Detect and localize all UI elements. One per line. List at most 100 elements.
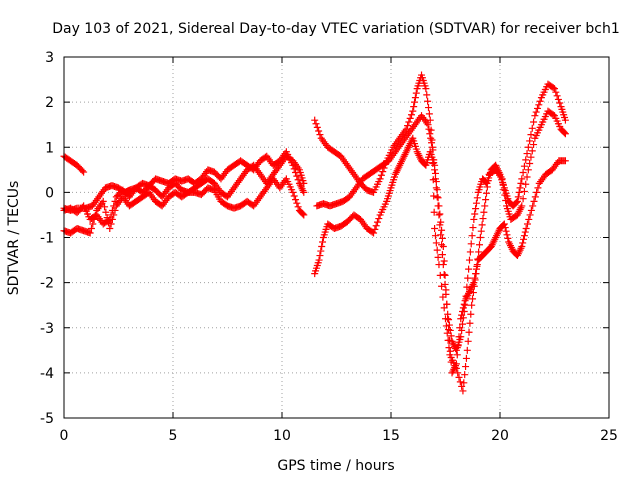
- data-point: [462, 363, 470, 371]
- data-point: [424, 104, 432, 112]
- data-point: [553, 92, 561, 100]
- data-point: [455, 333, 463, 341]
- data-point: [445, 344, 453, 352]
- data-point: [461, 371, 469, 379]
- data-point: [460, 300, 468, 308]
- data-point: [375, 215, 383, 223]
- data-point: [454, 342, 462, 350]
- data-point: [425, 110, 433, 118]
- data-point: [312, 120, 320, 128]
- data-point: [107, 220, 115, 228]
- data-point: [501, 191, 509, 199]
- data-point: [452, 364, 460, 372]
- data-point: [431, 232, 439, 240]
- data-point: [371, 225, 379, 233]
- y-tick-label: 2: [45, 95, 54, 111]
- data-point: [469, 295, 477, 303]
- data-point: [464, 274, 472, 282]
- data-point: [438, 251, 446, 259]
- data-point: [554, 95, 562, 103]
- data-point: [311, 116, 319, 124]
- data-point: [500, 220, 508, 228]
- data-point: [523, 220, 531, 228]
- data-point: [315, 127, 323, 135]
- data-point: [316, 252, 324, 260]
- data-point: [456, 378, 464, 386]
- data-point: [520, 232, 528, 240]
- data-point: [526, 211, 534, 219]
- data-point: [518, 202, 526, 210]
- data-point: [435, 202, 443, 210]
- data-point: [466, 248, 474, 256]
- data-point: [465, 256, 473, 264]
- data-point: [430, 192, 438, 200]
- data-point: [523, 173, 531, 181]
- data-point: [561, 157, 569, 165]
- data-point: [436, 210, 444, 218]
- data-point: [470, 215, 478, 223]
- data-point: [519, 239, 527, 247]
- data-point: [529, 202, 537, 210]
- data-point: [462, 354, 470, 362]
- data-point: [293, 199, 301, 207]
- data-point: [440, 271, 448, 279]
- data-point: [373, 218, 381, 226]
- data-point: [456, 324, 464, 332]
- data-point: [379, 168, 387, 176]
- data-point: [411, 98, 419, 106]
- data-point: [465, 328, 473, 336]
- data-point: [440, 304, 448, 312]
- data-point: [552, 88, 560, 96]
- data-point: [503, 231, 511, 239]
- data-point: [290, 165, 298, 173]
- data-point: [514, 193, 522, 201]
- data-point: [435, 261, 443, 269]
- data-point: [294, 203, 302, 211]
- data-point: [561, 116, 569, 124]
- data-point: [476, 234, 484, 241]
- data-point: [522, 180, 530, 188]
- data-point: [482, 189, 490, 197]
- data-point: [433, 193, 441, 201]
- data-point: [435, 211, 443, 219]
- y-axis-label: SDTVAR / TECUs: [6, 181, 22, 296]
- x-tick-label: 15: [382, 428, 400, 444]
- data-point: [471, 210, 479, 218]
- data-point: [445, 326, 453, 334]
- data-point: [86, 229, 94, 237]
- data-point: [499, 180, 507, 188]
- x-tick-label: 20: [491, 428, 509, 444]
- data-point: [299, 210, 307, 218]
- data-point: [108, 206, 116, 214]
- data-point: [447, 332, 455, 340]
- data-point: [474, 255, 482, 263]
- data-point: [527, 153, 535, 161]
- data-point: [376, 175, 384, 183]
- data-point: [472, 205, 480, 213]
- data-point: [423, 91, 431, 99]
- data-point: [372, 222, 380, 230]
- data-point: [525, 215, 533, 223]
- data-point: [293, 172, 301, 180]
- data-point: [527, 206, 535, 214]
- data-point: [533, 104, 541, 112]
- data-point: [524, 143, 532, 151]
- data-point: [432, 239, 440, 247]
- data-point: [517, 179, 525, 187]
- data-point: [467, 310, 475, 318]
- data-point: [528, 124, 536, 132]
- data-point: [294, 176, 302, 184]
- data-point: [292, 196, 300, 204]
- x-tick-label: 10: [273, 428, 291, 444]
- data-point: [467, 240, 475, 248]
- data-point: [466, 319, 474, 327]
- data-point: [518, 243, 526, 251]
- data-point: [104, 216, 112, 224]
- data-point: [498, 175, 506, 183]
- data-point: [317, 247, 325, 255]
- data-point: [472, 199, 480, 207]
- data-point: [428, 139, 436, 147]
- data-point: [289, 161, 297, 169]
- data-point: [518, 175, 526, 183]
- data-point: [445, 316, 453, 324]
